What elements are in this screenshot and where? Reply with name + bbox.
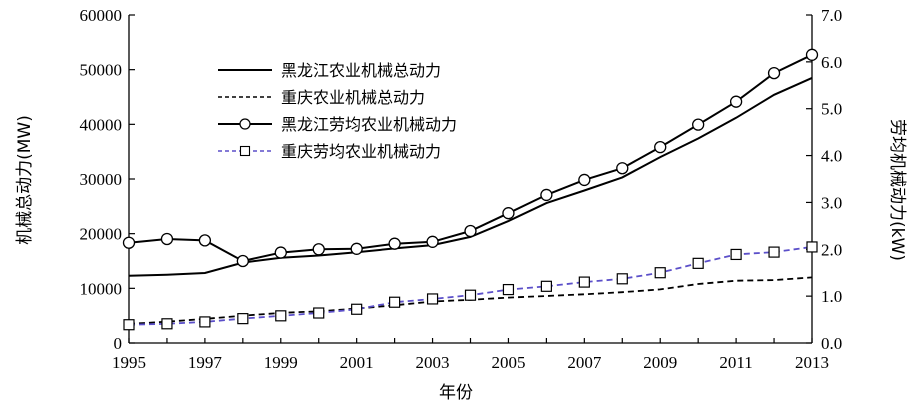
data-point: [805, 48, 819, 61]
data-point: [426, 293, 439, 305]
data-point: [654, 267, 666, 279]
y-left-tick-label: 0: [114, 334, 123, 353]
data-point: [616, 162, 629, 175]
data-point: [161, 318, 173, 330]
data-point: [464, 224, 477, 238]
data-point: [729, 95, 743, 108]
data-point: [540, 188, 553, 202]
data-point: [730, 248, 742, 261]
data-point: [274, 246, 287, 259]
data-point: [199, 316, 211, 328]
data-point: [692, 257, 704, 269]
axes: 0 10000 20000 30000 40000 50000 60000 0.0 1.0 2.0…: [80, 6, 843, 372]
x-axis-title: 年份: [439, 383, 473, 403]
data-point: [654, 140, 667, 154]
data-point: [388, 237, 401, 250]
y-left-tick-label: 40000: [80, 115, 123, 134]
data-point: [692, 118, 705, 131]
y-right-tick-label: 2.0: [821, 240, 842, 259]
x-tick-label: 2009: [643, 353, 677, 372]
data-point: [123, 319, 135, 331]
y-right-tick-label: 1.0: [821, 287, 842, 306]
y-left-tick-label: 20000: [80, 225, 123, 244]
data-point: [616, 273, 628, 285]
data-point: [313, 307, 325, 319]
y-axis-right-title: 劳均机械动力(kW): [887, 119, 907, 261]
data-point: [426, 235, 439, 248]
series-layer: [122, 48, 819, 331]
data-point: [351, 303, 363, 315]
data-point: [160, 232, 174, 246]
data-point: [578, 173, 591, 187]
data-point: [806, 241, 818, 253]
data-point: [768, 246, 780, 258]
legend-label-2: 重庆农业机械总动力: [281, 88, 425, 107]
data-point: [236, 254, 249, 268]
y-right-tick-label: 0.0: [821, 334, 842, 353]
x-tick-label: 2003: [416, 353, 450, 372]
x-tick-label: 1995: [112, 353, 146, 372]
data-point: [540, 280, 552, 292]
y-right-tick-label: 5.0: [821, 100, 842, 119]
data-point: [464, 289, 477, 301]
data-point: [578, 276, 590, 288]
data-point: [312, 243, 325, 256]
y-right-tick-label: 7.0: [821, 6, 842, 25]
y-left-tick-label: 60000: [80, 6, 123, 25]
x-tick-label: 2001: [340, 353, 374, 372]
legend-label-3: 黑龙江劳均农业机械动力: [281, 115, 457, 134]
data-point: [122, 236, 136, 249]
x-tick-label: 2011: [719, 353, 752, 372]
data-point: [389, 296, 401, 308]
x-tick-label: 2013: [795, 353, 829, 372]
data-point: [198, 234, 212, 247]
data-point: [350, 242, 363, 255]
data-point: [502, 207, 515, 220]
y-left-tick-label: 10000: [80, 279, 123, 298]
legend-label-4: 重庆劳均农业机械动力: [281, 142, 441, 161]
data-point: [502, 283, 515, 296]
legend-label-1: 黑龙江农业机械总动力: [281, 61, 441, 80]
data-point: [767, 66, 781, 80]
y-right-tick-label: 3.0: [821, 193, 842, 212]
y-axis-left-title: 机械总动力(MW): [15, 115, 35, 245]
legend-marker: [239, 118, 251, 130]
x-tick-label: 1999: [264, 353, 298, 372]
data-point: [275, 310, 287, 322]
y-right-tick-label: 4.0: [821, 147, 842, 166]
x-tick-label: 1997: [188, 353, 223, 372]
series-line-4: [128, 246, 813, 326]
legend-marker: [239, 145, 251, 157]
series-line-1: [128, 76, 813, 277]
x-tick-label: 2005: [491, 353, 525, 372]
data-point: [237, 313, 249, 325]
y-left-tick-label: 50000: [80, 61, 123, 80]
x-tick-label: 2007: [567, 353, 602, 372]
y-right-tick-label: 6.0: [821, 53, 842, 72]
y-left-tick-label: 30000: [80, 170, 123, 189]
